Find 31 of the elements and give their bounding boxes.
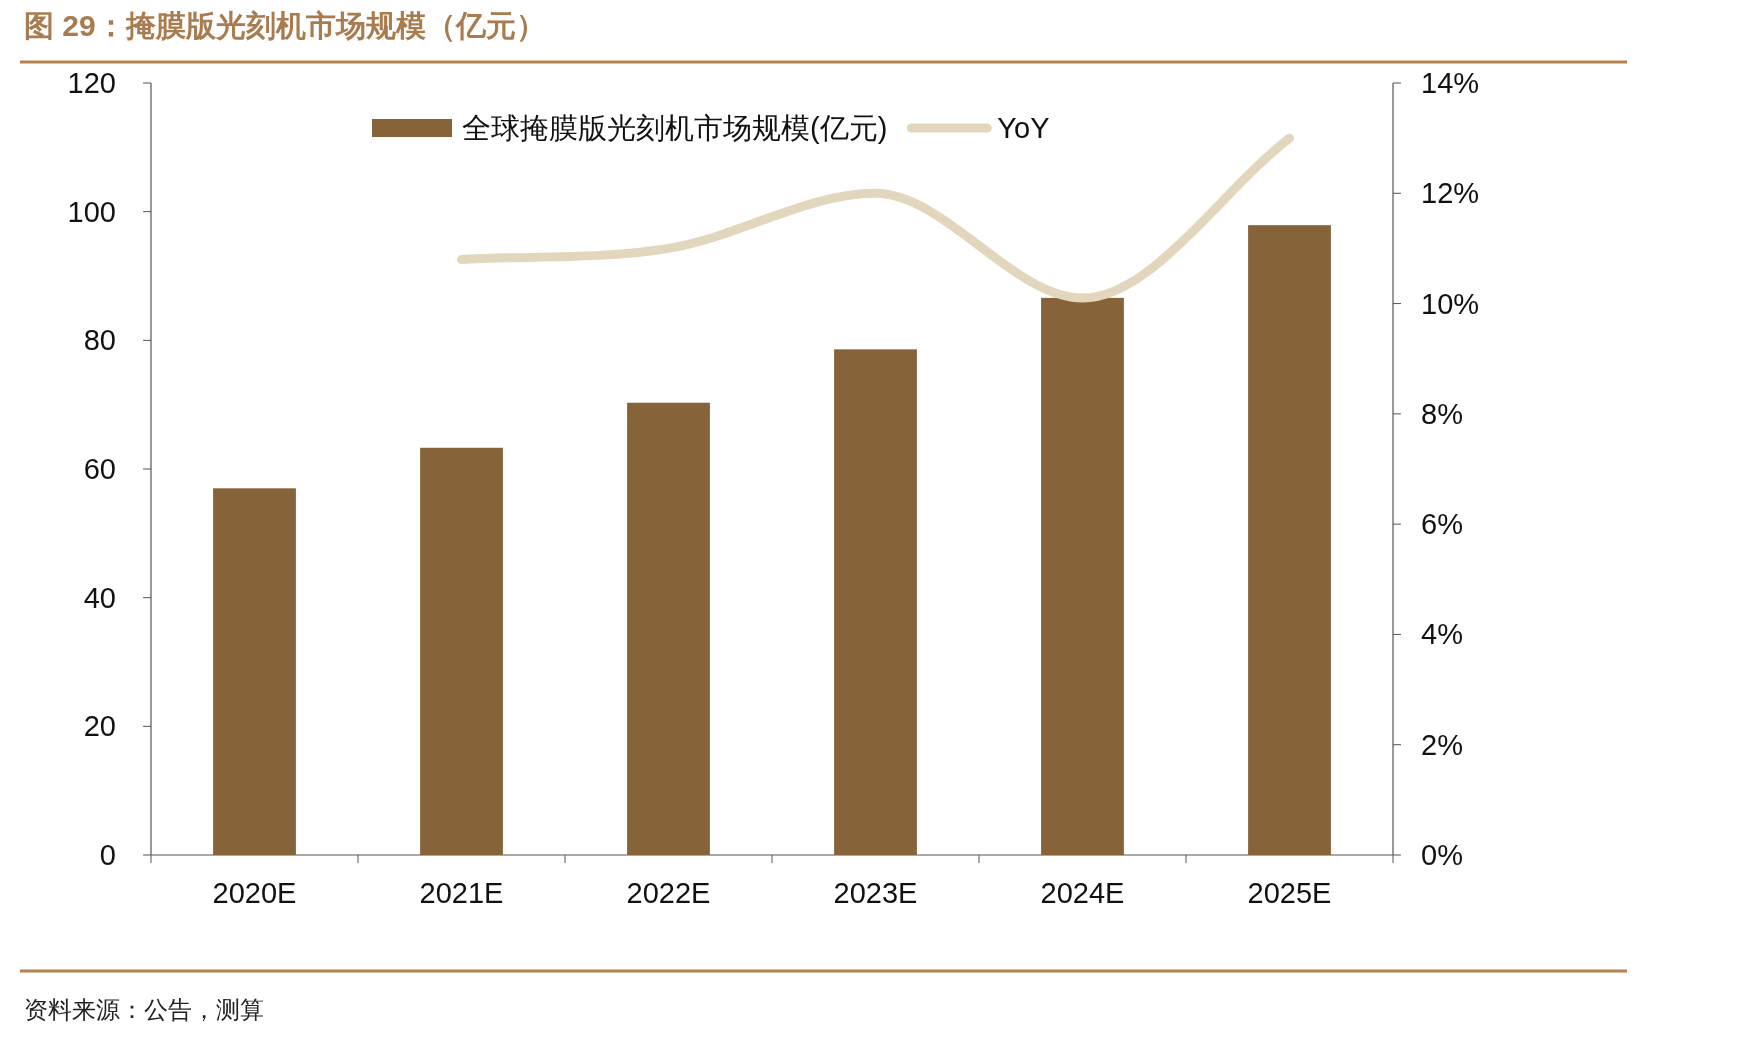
y2-tick-label: 8% <box>1421 397 1463 430</box>
y2-tick-label: 12% <box>1421 177 1480 210</box>
x-tick-label: 2022E <box>626 877 711 909</box>
y-tick-label: 20 <box>83 710 116 743</box>
bar <box>1041 297 1124 855</box>
y2-tick-label: 10% <box>1421 287 1480 320</box>
legend-label: YoY <box>997 112 1050 144</box>
y2-tick-label: 4% <box>1421 618 1463 651</box>
y-tick-label: 100 <box>67 195 116 228</box>
y-tick-label: 40 <box>83 581 116 614</box>
bar <box>627 402 710 855</box>
legend-label: 全球掩膜版光刻机市场规模(亿元) <box>462 112 888 144</box>
y-tick-label: 80 <box>83 324 116 357</box>
y2-tick-label: 6% <box>1421 508 1463 541</box>
y-tick-label: 120 <box>67 67 116 99</box>
chart-title: 图 29：掩膜版光刻机市场规模（亿元） <box>24 9 546 42</box>
y2-tick-label: 0% <box>1421 839 1463 871</box>
y2-tick-label: 14% <box>1421 67 1480 99</box>
x-tick-label: 2021E <box>419 877 504 909</box>
y-tick-label: 0 <box>99 839 116 871</box>
y-tick-label: 60 <box>83 453 116 485</box>
y2-tick-label: 2% <box>1421 728 1463 761</box>
x-tick-label: 2020E <box>212 877 297 909</box>
bar <box>1248 225 1331 855</box>
bar <box>213 488 296 855</box>
text: 资料来源：公告，测算 <box>24 996 264 1023</box>
x-tick-label: 2025E <box>1247 877 1332 909</box>
bar <box>420 447 503 855</box>
x-tick-label: 2023E <box>833 877 918 909</box>
bar <box>834 349 917 855</box>
x-tick-label: 2024E <box>1040 877 1125 909</box>
